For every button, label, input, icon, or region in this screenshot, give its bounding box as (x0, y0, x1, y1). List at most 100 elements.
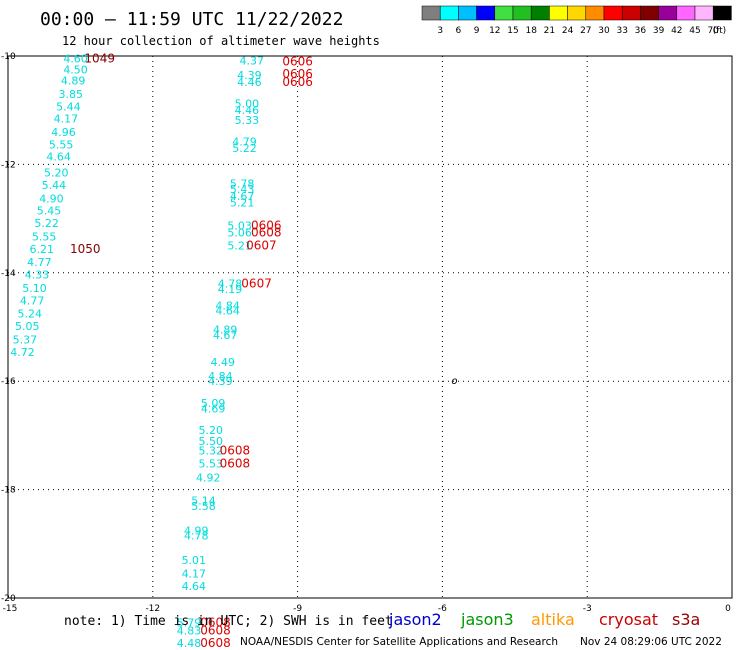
wave-height-label: 5.43 (230, 183, 255, 196)
colorbar-swatch (476, 5, 496, 21)
wave-height-label: 4.99 (184, 524, 209, 537)
wave-height-label: 5.09 (201, 397, 226, 410)
x-tick-label: -15 (3, 604, 18, 614)
wave-height-label: 4.50 (63, 64, 88, 77)
wave-height-label: 5.21 (227, 240, 252, 253)
x-tick-label: -9 (293, 604, 302, 614)
wave-height-label: 5.33 (235, 114, 260, 127)
wave-height-label: 4.37 (239, 54, 264, 67)
wave-height-label: 4.67 (213, 329, 238, 342)
wave-height-label: 5.24 (17, 307, 42, 320)
wave-height-label: 4.69 (201, 402, 226, 415)
footer-timestamp: Nov 24 08:29:06 UTC 2022 (580, 636, 722, 648)
colorbar-label: 6 (456, 26, 462, 36)
wave-height-label: 4.67 (230, 190, 255, 203)
time-label: 0607 (241, 277, 272, 291)
time-label: 0608 (251, 226, 282, 240)
wave-height-label: 5.03 (227, 220, 252, 233)
time-label: 0608 (200, 636, 231, 650)
x-tick-label: -6 (438, 604, 447, 614)
wave-height-label: 5.55 (49, 138, 74, 151)
plot-area: -15 -12 -9 -6 -3 0-10-12-14-16-18-204.604.504… (1, 52, 733, 650)
colorbar-swatch (603, 5, 623, 21)
wave-height-label: 4.77 (27, 256, 52, 269)
wave-height-label: 5.22 (34, 217, 59, 230)
wave-height-label: 4.19 (218, 283, 243, 296)
footer-credit: NOAA/NESDIS Center for Satellite Applica… (240, 636, 558, 648)
wave-height-label: 4.72 (10, 346, 35, 359)
wave-height-label: 5.44 (56, 100, 81, 113)
time-label: 1050 (70, 242, 101, 256)
wave-height-label: 5.10 (22, 282, 47, 295)
colorbar-swatch (439, 5, 459, 21)
wave-height-label: 4.39 (208, 375, 233, 388)
wave-height-label: 6.21 (30, 243, 55, 256)
colorbar-swatch (530, 5, 550, 21)
wave-height-label: 5.14 (191, 494, 216, 507)
time-label: 1049 (84, 52, 115, 66)
colorbar-label: 30 (598, 26, 610, 36)
time-label: 0606 (282, 54, 313, 68)
colorbar-swatch (494, 5, 514, 21)
wave-height-label: 5.78 (230, 177, 255, 190)
time-label: 0606 (251, 219, 282, 233)
x-tick-label: -12 (145, 604, 160, 614)
wave-height-label: 4.92 (196, 472, 221, 485)
wave-height-label: 5.55 (32, 230, 57, 243)
time-label: 0607 (246, 239, 277, 253)
time-label: 0606 (282, 75, 313, 89)
colorbar-label: (ft) (713, 26, 727, 36)
colorbar-label: 18 (525, 26, 537, 36)
y-tick-label: -14 (1, 269, 16, 279)
colorbar-label: 12 (489, 26, 500, 36)
satellite-legend: jason2 jason3 altika cryosat s3a (388, 610, 700, 629)
footnote: note: 1) Time is in UTC; 2) SWH is in fe… (64, 614, 393, 629)
colorbar-swatch (621, 5, 641, 21)
wave-height-label: 5.79 (177, 616, 202, 629)
wave-height-label: 4.17 (54, 112, 79, 125)
wave-height-label: 4.64 (182, 580, 207, 593)
wave-height-label: 4.96 (51, 126, 76, 139)
colorbar-label: 21 (544, 26, 555, 36)
wave-height-label: 4.84 (215, 299, 240, 312)
colorbar-swatch (712, 5, 732, 21)
wave-height-label: 4.84 (208, 370, 233, 383)
wave-height-label: 5.20 (198, 424, 223, 437)
colorbar-label: 42 (671, 26, 682, 36)
colorbar-swatch (640, 5, 659, 21)
wave-height-label: 5.32 (198, 445, 223, 458)
colorbar-label: 9 (474, 26, 480, 36)
wave-height-label: 5.58 (191, 500, 216, 513)
colorbar-swatch (567, 5, 587, 21)
wave-height-label: 4.39 (237, 69, 262, 82)
wave-height-label: 5.01 (182, 554, 207, 567)
wave-height-label: 4.78 (218, 278, 243, 291)
colorbar-legend: 3 6 9 12 15 18 21 24 27 30 33 36 39 42 45 70(ft) (421, 5, 732, 36)
wave-height-label: 4.90 (39, 193, 64, 206)
colorbar-swatch (585, 5, 605, 21)
satellite-legend-entry: s3a (672, 610, 700, 629)
time-label: 0608 (200, 615, 231, 629)
wave-height-label: 4.46 (235, 104, 260, 117)
wave-height-label: 4.33 (25, 268, 50, 281)
time-label: 0608 (200, 624, 231, 638)
y-tick-label: -18 (1, 486, 16, 496)
colorbar-swatch (458, 5, 477, 21)
colorbar-label: 39 (653, 26, 665, 36)
x-tick-label: 0 (725, 604, 731, 614)
wave-height-label: 4.46 (237, 76, 262, 89)
y-tick-label: -12 (1, 160, 16, 170)
wave-height-label: 4.48 (177, 637, 202, 650)
wave-height-label: 4.60 (63, 53, 88, 66)
wave-height-label: 4.79 (232, 136, 257, 149)
colorbar-swatch (694, 5, 714, 21)
wave-height-label: 5.00 (235, 98, 260, 111)
page-subtitle: 12 hour collection of altimeter wave hei… (62, 34, 380, 48)
colorbar-swatch (676, 5, 696, 21)
colorbar-swatch (549, 5, 568, 21)
wave-height-label: 5.20 (44, 167, 69, 180)
wave-height-label: 5.06 (227, 227, 252, 240)
colorbar-swatch (658, 5, 678, 21)
colorbar-label: 45 (689, 26, 700, 36)
